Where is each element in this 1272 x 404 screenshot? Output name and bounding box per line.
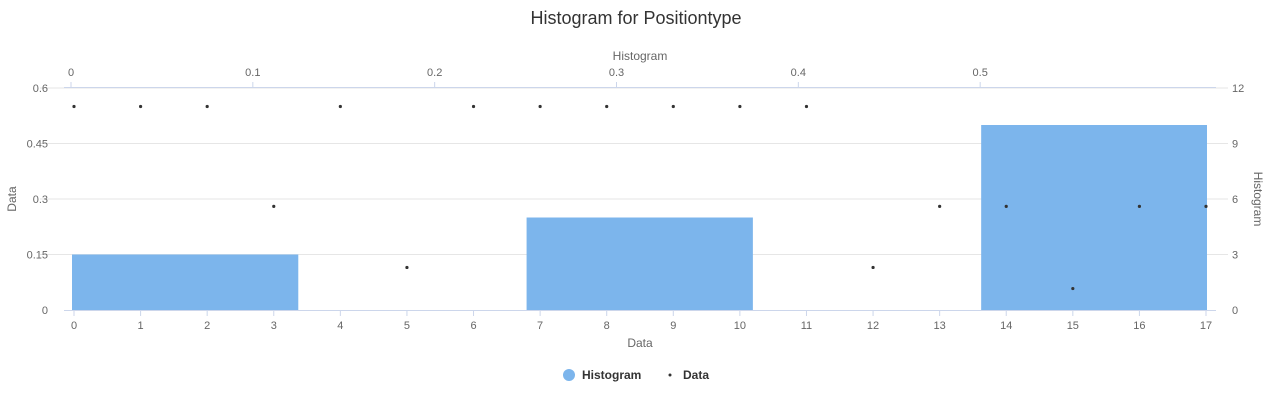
- x-bottom-tick-label: 6: [470, 320, 476, 332]
- y-left-tick-label: 0.15: [27, 250, 48, 262]
- legend-data-marker: [668, 373, 672, 377]
- data-point: [138, 104, 143, 109]
- y-left-tick-label: 0.3: [33, 194, 48, 206]
- x-bottom-tick-label: 0: [71, 320, 77, 332]
- x-bottom-tick-label: 8: [604, 320, 610, 332]
- x-bottom-tick-label: 9: [670, 320, 676, 332]
- x-bottom-tick-label: 10: [734, 320, 746, 332]
- data-point: [605, 104, 609, 109]
- data-point: [871, 265, 875, 270]
- y-left-axis-title: Data: [5, 186, 19, 212]
- y-left-tick-label: 0.6: [33, 83, 48, 95]
- y-left-tick-label: 0: [42, 305, 48, 317]
- legend-item-histogram[interactable]: Histogram: [563, 368, 641, 382]
- x-bottom-tick-label: 16: [1133, 320, 1145, 332]
- y-right-axis-title: Histogram: [1251, 172, 1265, 227]
- legend-data-label: Data: [683, 368, 709, 382]
- histogram-bar: [72, 254, 299, 310]
- data-point: [1004, 204, 1008, 208]
- x-top-tick-label: 0.3: [609, 67, 624, 79]
- x-bottom-tick-label: 5: [404, 320, 410, 332]
- x-top-tick-label: 0.2: [427, 67, 442, 79]
- data-point: [471, 104, 476, 109]
- x-bottom-tick-label: 13: [934, 320, 946, 332]
- data-point: [1071, 286, 1075, 291]
- axes: [64, 82, 1216, 316]
- data-point: [538, 104, 542, 109]
- x-top-axis-title: Histogram: [613, 49, 668, 63]
- x-bottom-tick-label: 4: [337, 320, 343, 332]
- data-point: [1137, 204, 1142, 208]
- data-point: [938, 204, 942, 208]
- data-point: [272, 204, 276, 208]
- legend-item-data[interactable]: Data: [668, 368, 710, 382]
- data-point: [205, 104, 209, 109]
- legend: Histogram Data: [563, 368, 709, 382]
- y-left-tick-label: 0.45: [27, 139, 48, 151]
- data-point: [405, 265, 409, 270]
- data-points: [72, 104, 1208, 291]
- legend-histogram-label: Histogram: [582, 368, 641, 382]
- data-point: [72, 104, 76, 109]
- y-right-tick-label: 3: [1232, 250, 1238, 262]
- data-point: [738, 104, 742, 109]
- legend-histogram-marker: [563, 369, 575, 381]
- x-bottom-tick-label: 3: [271, 320, 277, 332]
- histogram-bar: [981, 125, 1207, 310]
- x-bottom-tick-label: 17: [1200, 320, 1212, 332]
- x-bottom-tick-label: 7: [537, 320, 543, 332]
- y-right-tick-label: 9: [1232, 139, 1238, 151]
- x-bottom-tick-label: 2: [204, 320, 210, 332]
- x-bottom-tick-label: 14: [1000, 320, 1012, 332]
- data-point: [338, 104, 342, 109]
- x-top-tick-label: 0.1: [245, 67, 260, 79]
- x-top-tick-label: 0: [68, 67, 74, 79]
- histogram-bars: [72, 125, 1207, 310]
- x-bottom-axis-title: Data: [627, 336, 653, 350]
- chart-title: Histogram for Positiontype: [530, 8, 741, 28]
- data-point: [804, 104, 809, 109]
- data-point: [1204, 204, 1208, 208]
- x-top-tick-label: 0.5: [973, 67, 988, 79]
- histogram-bar: [526, 217, 753, 310]
- x-bottom-tick-label: 12: [867, 320, 879, 332]
- y-right-tick-label: 6: [1232, 194, 1238, 206]
- data-point: [671, 104, 675, 109]
- x-bottom-tick-label: 11: [801, 320, 812, 332]
- x-top-tick-label: 0.4: [791, 67, 806, 79]
- y-right-tick-label: 0: [1232, 305, 1238, 317]
- x-bottom-tick-label: 15: [1067, 320, 1079, 332]
- y-right-tick-label: 12: [1232, 83, 1244, 95]
- x-bottom-tick-label: 1: [138, 320, 144, 332]
